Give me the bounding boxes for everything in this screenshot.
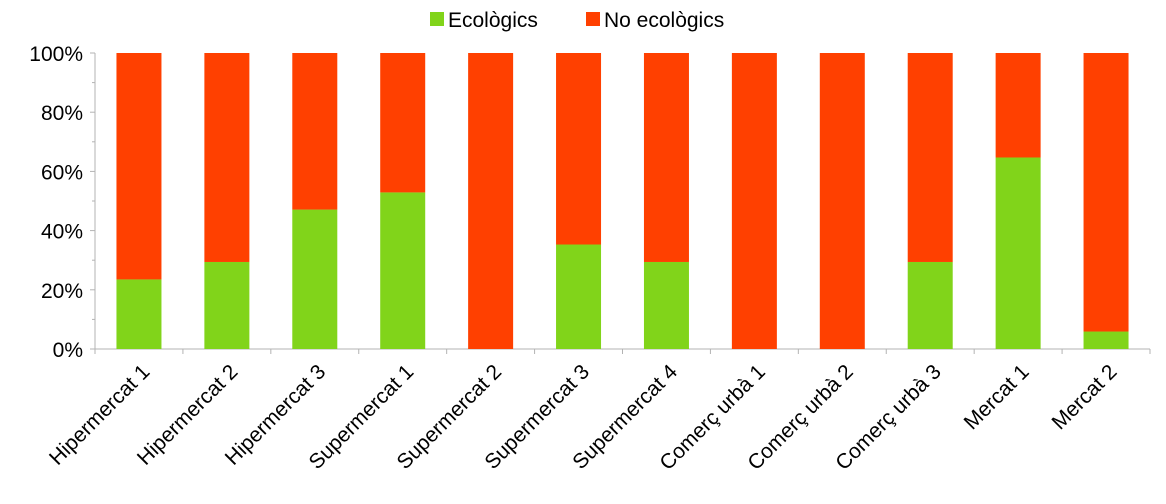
legend: Ecològics No ecològics — [430, 9, 724, 32]
y-tick-label: 80% — [41, 102, 83, 125]
bar-ecologics — [1083, 331, 1129, 349]
y-tick-label: 20% — [41, 280, 83, 303]
y-tick-label: 0% — [53, 339, 83, 362]
bar-no-ecologics — [907, 53, 953, 262]
legend-label-no-ecologics: No ecològics — [604, 9, 724, 32]
bar-no-ecologics — [116, 53, 162, 280]
y-tick-label: 100% — [29, 43, 83, 66]
bar-no-ecologics — [819, 53, 865, 349]
bar-ecologics — [116, 279, 162, 349]
bar-ecologics — [556, 244, 602, 349]
bars — [116, 53, 1129, 349]
bar-no-ecologics — [292, 53, 338, 210]
bar-ecologics — [995, 157, 1041, 349]
axes: 0% 20% 40% 60% 80% 100% — [29, 43, 1151, 362]
y-tick-label: 40% — [41, 221, 83, 244]
bar-no-ecologics — [731, 53, 777, 349]
bar-no-ecologics — [1083, 53, 1129, 332]
bar-ecologics — [204, 261, 250, 349]
bar-no-ecologics — [556, 53, 602, 245]
bar-ecologics — [380, 192, 426, 349]
bar-ecologics — [907, 261, 953, 349]
bar-no-ecologics — [995, 53, 1041, 158]
legend-swatch-no-ecologics — [586, 12, 600, 26]
bar-no-ecologics — [468, 53, 514, 349]
y-tick-label: 60% — [41, 161, 83, 184]
legend-label-ecologics: Ecològics — [448, 9, 538, 32]
bar-no-ecologics — [380, 53, 426, 193]
bar-ecologics — [292, 209, 338, 349]
x-tick-label: Mercat 2 — [1048, 360, 1122, 434]
x-tick-label: Mercat 1 — [960, 360, 1034, 434]
legend-swatch-ecologics — [430, 12, 444, 26]
bar-ecologics — [643, 261, 689, 349]
bar-no-ecologics — [204, 53, 250, 262]
bar-no-ecologics — [643, 53, 689, 262]
